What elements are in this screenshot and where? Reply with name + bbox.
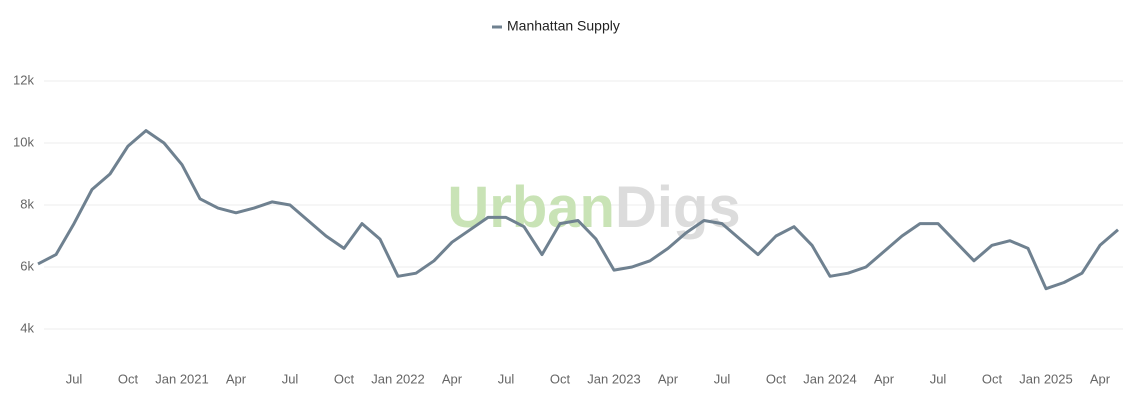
x-tick-label: Jan 2023 [587,371,641,386]
x-tick-label: Apr [1090,371,1111,386]
x-tick-label: Oct [766,371,787,386]
x-tick-label: Jul [66,371,83,386]
legend-label: Manhattan Supply [507,18,620,34]
watermark: UrbanDigs [447,175,740,240]
y-tick-label: 4k [20,320,34,335]
y-tick-label: 8k [20,196,34,211]
x-tick-label: Apr [874,371,895,386]
x-tick-label: Jan 2024 [803,371,857,386]
y-tick-label: 6k [20,258,34,273]
x-tick-label: Jan 2025 [1019,371,1073,386]
x-tick-label: Jul [930,371,947,386]
x-tick-label: Oct [982,371,1003,386]
y-tick-label: 12k [13,72,34,87]
line [37,129,1119,291]
x-tick-label: Oct [118,371,139,386]
x-tick-label: Oct [550,371,571,386]
watermark-part: Digs [615,175,741,240]
x-tick-label: Apr [442,371,463,386]
x-tick-label: Jul [498,371,515,386]
y-tick-label: 10k [13,134,34,149]
x-tick-label: Oct [334,371,355,386]
x-tick-label: Jul [282,371,299,386]
x-tick-label: Apr [226,371,247,386]
x-tick-label: Apr [658,371,679,386]
x-tick-label: Jan 2021 [155,371,209,386]
x-tick-label: Jul [714,371,731,386]
x-tick-label: Jan 2022 [371,371,425,386]
